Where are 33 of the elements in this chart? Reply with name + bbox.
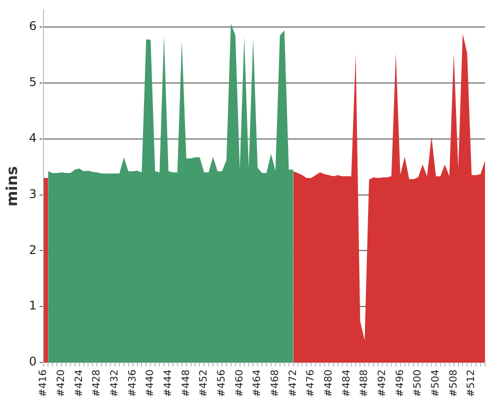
x-tick-label: #496 — [394, 370, 406, 398]
x-tick-label: #468 — [270, 370, 282, 398]
x-tick-label: #464 — [252, 370, 264, 398]
x-tick-label: #488 — [359, 370, 370, 398]
x-tick-label: #432 — [110, 370, 121, 398]
y-tick-label: 6 — [28, 19, 37, 34]
x-tick-label: #424 — [74, 370, 85, 398]
x-tick-label: #508 — [448, 370, 460, 398]
y-tick-label: 1 — [28, 298, 37, 313]
y-tick-label: 2 — [28, 242, 37, 257]
x-tick-label: #440 — [145, 370, 156, 398]
x-tick-label: #456 — [216, 370, 228, 398]
x-tick-label: #452 — [198, 370, 210, 398]
y-tick-label: 4 — [28, 130, 37, 145]
y-tick-label: 3 — [28, 186, 37, 201]
y-axis-title: mins — [2, 166, 21, 207]
x-tick-label: #472 — [288, 370, 299, 398]
x-tick-label: #500 — [412, 370, 424, 398]
x-tick-label: #484 — [341, 370, 352, 398]
x-tick-label: #512 — [466, 370, 478, 398]
x-tick-label: #428 — [92, 370, 103, 398]
x-tick-label: #504 — [430, 370, 442, 398]
x-tick-label: #448 — [180, 370, 192, 398]
x-tick-label: #420 — [56, 370, 68, 398]
x-tick-label: #444 — [163, 370, 174, 398]
y-tick-label: 5 — [28, 75, 37, 90]
x-tick-label: #436 — [127, 370, 138, 398]
x-tick-label: #480 — [324, 370, 335, 398]
x-tick-label: #492 — [377, 370, 388, 398]
x-tick-label: #476 — [306, 370, 317, 398]
x-tick-label: #460 — [234, 370, 246, 398]
x-tick-label: #416 — [38, 370, 50, 398]
y-tick-label: 0 — [28, 354, 37, 369]
